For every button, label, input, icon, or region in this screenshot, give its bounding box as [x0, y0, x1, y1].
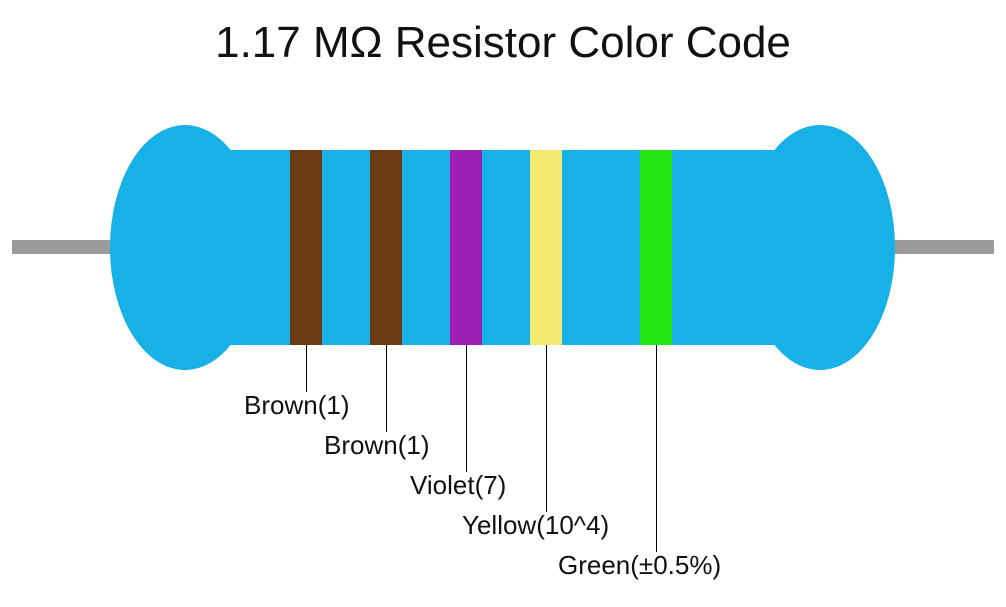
band-5: [640, 150, 672, 345]
band-2-callout-line: [386, 345, 387, 432]
band-3: [450, 150, 482, 345]
band-1: [290, 150, 322, 345]
band-4: [530, 150, 562, 345]
band-1-callout-line: [306, 345, 307, 392]
end-cap-right: [745, 125, 895, 370]
band-2: [370, 150, 402, 345]
band-5-callout-line: [656, 345, 657, 552]
resistor-diagram: Brown(1) Brown(1) Violet(7) Yellow(10^4) Gre…: [0, 0, 1006, 607]
band-4-callout-line: [546, 345, 547, 512]
band-5-label: Green(±0.5%): [558, 550, 721, 581]
band-1-label: Brown(1): [244, 390, 349, 421]
band-2-label: Brown(1): [324, 430, 429, 461]
band-4-label: Yellow(10^4): [462, 510, 609, 541]
lead-right: [884, 240, 994, 254]
band-3-callout-line: [466, 345, 467, 472]
band-3-label: Violet(7): [410, 470, 506, 501]
lead-left: [12, 240, 122, 254]
